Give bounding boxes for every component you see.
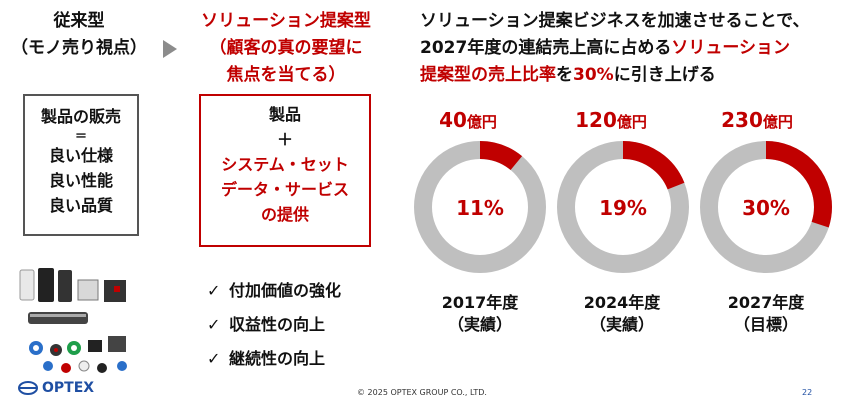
donut-share-segment bbox=[414, 141, 546, 273]
year-text: 2024年度 bbox=[583, 293, 661, 312]
solution-title-line: （顧客の真の要望に bbox=[209, 38, 363, 58]
traditional-title-line: （モノ売り視点） bbox=[11, 38, 147, 58]
year-label: 2017年度 （実績） bbox=[425, 292, 535, 336]
amount-value: 40 bbox=[439, 108, 467, 132]
year-note: （実績） bbox=[589, 315, 654, 334]
year-text: 2027年度 bbox=[727, 293, 805, 312]
headline-text: 2027年度の連結売上高に占める bbox=[420, 38, 672, 58]
amount-unit: 億円 bbox=[616, 113, 647, 131]
products-image bbox=[19, 268, 127, 373]
amount-label: 120億円 bbox=[556, 108, 666, 132]
box-line-highlight: データ・サービス bbox=[220, 180, 349, 199]
headline-text: を bbox=[556, 65, 573, 85]
box-line: 良い仕様 bbox=[48, 146, 113, 165]
donut-share-segment bbox=[557, 141, 689, 273]
donut-percent-label: 11% bbox=[456, 196, 504, 220]
donut-percent-label: 19% bbox=[599, 196, 647, 220]
list-item: ✓ 収益性の向上 bbox=[207, 308, 341, 342]
box-line: 良い品質 bbox=[48, 196, 113, 215]
page-number: 22 bbox=[802, 388, 813, 397]
solution-title-line: ソリューション提案型 bbox=[201, 11, 371, 31]
headline-text: に引き上げる bbox=[613, 65, 716, 85]
headline-highlight: 提案型の売上比率 bbox=[420, 65, 556, 85]
box-line-highlight: システム・セット bbox=[221, 155, 349, 174]
headline-line: 提案型の売上比率を30%に引き上げる bbox=[420, 62, 840, 89]
box-line: ＝ bbox=[74, 129, 87, 143]
benefit-label: 付加価値の強化 bbox=[229, 281, 342, 300]
year-note: （目標） bbox=[733, 315, 798, 334]
box-line: ＋ bbox=[276, 130, 293, 149]
donut-chart-2017: 11% bbox=[414, 141, 546, 273]
donut-chart-2024: 19% bbox=[557, 141, 689, 273]
donut-percent-label: 30% bbox=[742, 196, 790, 220]
headline-line: ソリューション提案ビジネスを加速させることで、 bbox=[420, 11, 810, 31]
box-line-highlight: の提供 bbox=[260, 205, 309, 224]
headline-highlight: ソリューション bbox=[671, 38, 790, 58]
logo-text: OPTEX bbox=[42, 380, 95, 396]
traditional-title-line: 従来型 bbox=[53, 11, 105, 31]
checkmark-icon: ✓ bbox=[207, 315, 221, 334]
arrow-right-icon bbox=[163, 40, 177, 58]
year-label: 2027年度 （目標） bbox=[711, 292, 821, 336]
traditional-box: 製品の販売 ＝ 良い仕様 良い性能 良い品質 bbox=[23, 94, 139, 236]
benefit-label: 収益性の向上 bbox=[229, 315, 326, 334]
headline-highlight: 30% bbox=[573, 65, 614, 85]
benefit-label: 継続性の向上 bbox=[229, 349, 326, 368]
box-line: 製品 bbox=[268, 105, 301, 124]
box-line: 良い性能 bbox=[48, 171, 113, 190]
list-item: ✓ 継続性の向上 bbox=[207, 342, 341, 376]
amount-value: 230 bbox=[721, 108, 763, 132]
benefit-list: ✓ 付加価値の強化 ✓ 収益性の向上 ✓ 継続性の向上 bbox=[207, 274, 341, 376]
traditional-title: 従来型 （モノ売り視点） bbox=[8, 8, 150, 62]
donut-chart-2027: 30% bbox=[700, 141, 832, 273]
headline: ソリューション提案ビジネスを加速させることで、 2027年度の連結売上高に占める… bbox=[420, 8, 840, 89]
solution-title: ソリューション提案型 （顧客の真の要望に 焦点を当てる） bbox=[186, 8, 386, 89]
box-line: 製品の販売 bbox=[40, 107, 121, 126]
amount-label: 40億円 bbox=[413, 108, 523, 132]
headline-line: 2027年度の連結売上高に占めるソリューション bbox=[420, 35, 840, 62]
year-label: 2024年度 （実績） bbox=[567, 292, 677, 336]
amount-label: 230億円 bbox=[702, 108, 812, 132]
checkmark-icon: ✓ bbox=[207, 349, 221, 368]
donut-share-segment bbox=[700, 141, 832, 273]
solution-title-line: 焦点を当てる） bbox=[226, 65, 346, 85]
amount-unit: 億円 bbox=[466, 113, 497, 131]
checkmark-icon: ✓ bbox=[207, 281, 221, 300]
copyright: © 2025 OPTEX GROUP CO., LTD. bbox=[357, 388, 487, 397]
logo-mark-icon bbox=[18, 381, 38, 395]
list-item: ✓ 付加価値の強化 bbox=[207, 274, 341, 308]
amount-value: 120 bbox=[575, 108, 617, 132]
year-text: 2017年度 bbox=[441, 293, 519, 312]
amount-unit: 億円 bbox=[762, 113, 793, 131]
year-note: （実績） bbox=[447, 315, 512, 334]
solution-box: 製品 ＋ システム・セット データ・サービス の提供 bbox=[199, 94, 371, 247]
optex-logo: OPTEX bbox=[18, 380, 94, 396]
